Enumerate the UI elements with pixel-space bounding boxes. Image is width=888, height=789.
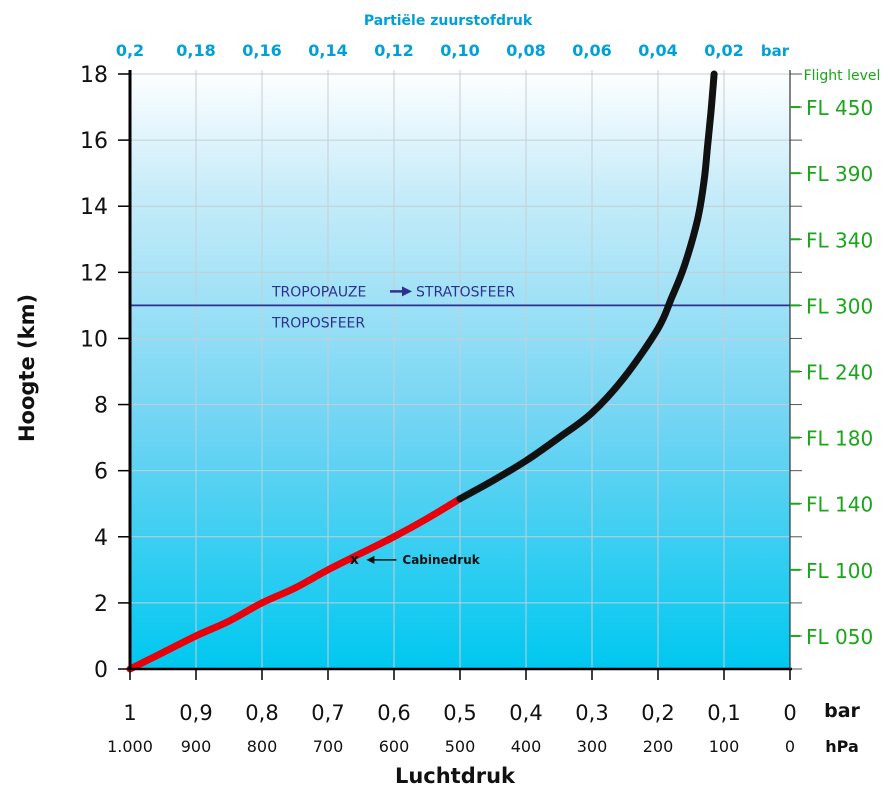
x-tick-label-hpa: 900: [181, 737, 212, 756]
top-axis-title: Partiële zuurstofdruk: [364, 13, 533, 29]
x-tick-label-hpa: 500: [445, 737, 476, 756]
top-tick-label: 0,02: [704, 41, 743, 60]
flight-level-label: FL 050: [806, 625, 873, 649]
top-axis-unit: bar: [761, 42, 790, 60]
cabin-pressure-arrow-icon: [366, 555, 397, 564]
x-tick-label-hpa: 300: [577, 737, 608, 756]
y-tick-label: 6: [94, 460, 108, 485]
y-tick-label: 8: [94, 394, 108, 419]
top-tick-label: 0,18: [176, 41, 215, 60]
x-axis-ticks: 1 1.000 0,9 900 0,8 800 0,7 700 0,6 600 0,5 500 0,4 4…: [107, 669, 797, 756]
x-tick-label-hpa: 0: [785, 737, 795, 756]
y-tick-label: 18: [80, 63, 108, 88]
y-tick-label: 10: [80, 327, 108, 352]
x-tick-label-hpa: 700: [313, 737, 344, 756]
y-tick-label: 2: [94, 592, 108, 617]
x-axis-title: Luchtdruk: [395, 764, 516, 788]
tropopause-arrow-icon: [390, 286, 412, 297]
troposfeer-label: TROPOSFEER: [271, 315, 365, 331]
x-tick-label-bar: 0,2: [641, 701, 674, 725]
y-tick-label: 4: [94, 526, 108, 551]
flight-level-label: FL 390: [806, 162, 873, 186]
flight-level-label: FL 180: [806, 427, 873, 451]
x-tick-label-hpa: 100: [709, 737, 740, 756]
y-tick-label: 0: [94, 658, 108, 683]
pressure-curve: [126, 70, 718, 673]
top-tick-label: 0,10: [440, 41, 479, 60]
x-tick-label-hpa: 1.000: [107, 737, 153, 756]
x-tick-label-bar: 0,8: [245, 701, 278, 725]
x-tick-label-bar: 0,4: [509, 701, 542, 725]
y-axis-title: Hoogte (km): [15, 294, 39, 442]
tropopause-label: TROPOPAUZE: [271, 284, 366, 300]
flight-level-label: FL 100: [806, 559, 873, 583]
flight-level-label: FL 340: [806, 228, 873, 252]
flight-level-label: FL 240: [806, 361, 873, 385]
y-tick-label: 12: [80, 261, 108, 286]
x-tick-label-hpa: 400: [511, 737, 542, 756]
top-tick-label: 0,16: [242, 41, 281, 60]
flight-level-label: FL 140: [806, 493, 873, 517]
bottom-unit-hpa: hPa: [825, 737, 858, 756]
arrow-head: [366, 555, 375, 564]
x-tick-label-bar: 0,1: [707, 701, 740, 725]
top-tick-label: 0,14: [308, 41, 347, 60]
series-line: [456, 70, 718, 503]
x-tick-label-bar: 0,7: [311, 701, 344, 725]
x-tick-label-hpa: 200: [643, 737, 674, 756]
x-tick-label-hpa: 600: [379, 737, 410, 756]
x-tick-label-bar: 0,6: [377, 701, 410, 725]
top-tick-label: 0,08: [506, 41, 545, 60]
flight-level-label: FL 450: [806, 96, 873, 120]
x-tick-label-bar: 1: [123, 701, 136, 725]
top-tick-label: 0,2: [116, 41, 144, 60]
x-tick-label-bar: 0: [783, 701, 796, 725]
x-tick-label-bar: 0,3: [575, 701, 608, 725]
y-tick-label: 16: [80, 129, 108, 154]
top-tick-label: 0,06: [572, 41, 611, 60]
top-tick-label: 0,12: [374, 41, 413, 60]
y-axis-ticks: 0 2 4 6 8 10 12 14 16 18: [80, 63, 130, 683]
series-line: [126, 495, 464, 673]
right-axis-title: Flight level: [804, 68, 881, 84]
y-tick-label: 14: [80, 195, 108, 220]
x-tick-label-bar: 0,5: [443, 701, 476, 725]
cabin-pressure-marker: x: [350, 552, 359, 568]
stratosfeer-label: STRATOSFEER: [416, 284, 515, 300]
top-tick-label: 0,04: [638, 41, 677, 60]
bottom-unit-bar: bar: [824, 700, 860, 722]
x-tick-label-hpa: 800: [247, 737, 278, 756]
x-tick-label-bar: 0,9: [179, 701, 212, 725]
flight-level-labels: FL 050 FL 100 FL 140 FL 180 FL 240 FL 300 FL 3…: [790, 96, 873, 649]
cabin-pressure-label: Cabinedruk: [402, 553, 480, 567]
top-axis-ticks: 0,2 0,18 0,16 0,14 0,12 0,10 0,08 0,06 0,04 0,02: [116, 41, 744, 60]
flight-level-label: FL 300: [806, 294, 873, 318]
arrow-head: [402, 286, 412, 297]
